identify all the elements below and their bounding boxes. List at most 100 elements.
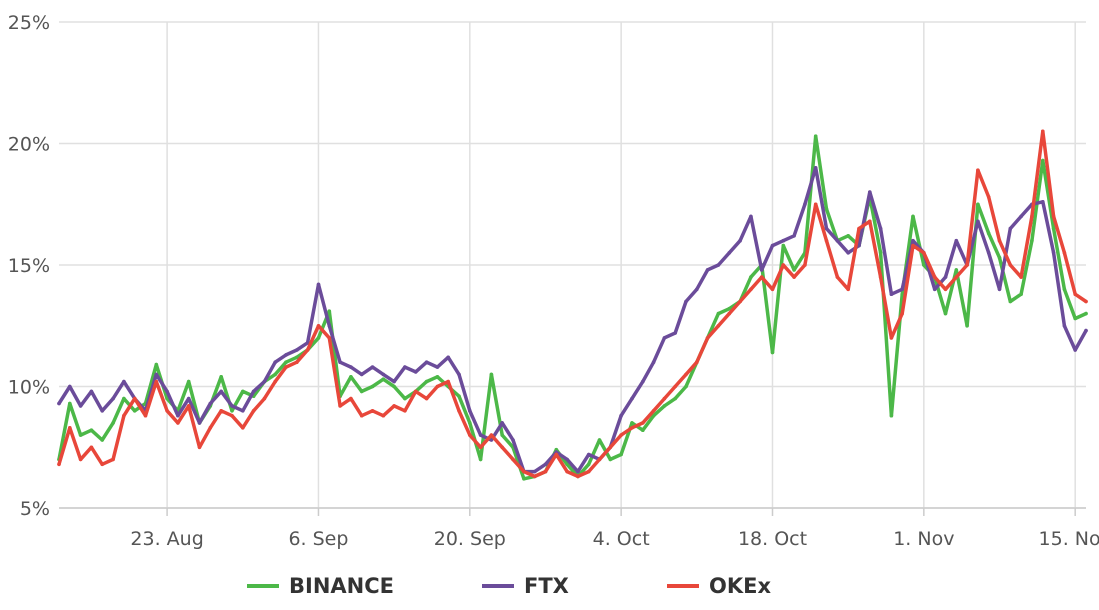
data-point: [1062, 251, 1067, 255]
data-point: [241, 389, 245, 394]
data-point: [68, 401, 72, 406]
legend-item-binance[interactable]: BINANCE: [247, 574, 394, 598]
data-point: [349, 375, 353, 379]
data-point: [857, 226, 861, 231]
legend-label: FTX: [524, 574, 569, 598]
data-point: [878, 251, 883, 255]
data-point: [316, 336, 321, 340]
data-point: [954, 275, 959, 279]
data-point: [619, 433, 623, 437]
legend[interactable]: BINANCE FTX OKEx: [247, 574, 771, 598]
data-point: [359, 389, 364, 394]
data-point: [532, 474, 537, 479]
legend-label: BINANCE: [289, 574, 394, 598]
data-point: [359, 372, 364, 377]
data-point: [792, 275, 796, 279]
data-point: [576, 474, 580, 479]
data-point: [57, 462, 61, 467]
data-point: [543, 462, 548, 467]
legend-item-okex[interactable]: OKEx: [667, 574, 771, 598]
data-point: [468, 421, 472, 425]
data-point: [1051, 214, 1056, 219]
data-point: [878, 226, 883, 231]
data-point: [543, 469, 548, 474]
data-point: [868, 190, 872, 194]
data-point: [262, 379, 267, 384]
data-point: [435, 365, 440, 369]
data-point: [413, 389, 418, 394]
data-point: [1041, 158, 1045, 163]
data-point: [522, 477, 526, 481]
y-tick-label: 25%: [8, 12, 50, 34]
data-point: [176, 421, 180, 425]
data-point: [295, 360, 299, 365]
data-point: [251, 389, 256, 394]
data-point: [976, 202, 980, 207]
x-tick-label: 18. Oct: [738, 528, 807, 550]
data-point: [111, 457, 115, 462]
data-point: [705, 336, 710, 340]
legend-item-ftx[interactable]: FTX: [482, 574, 569, 598]
data-point: [986, 251, 991, 255]
data-point: [338, 404, 342, 408]
data-point: [943, 287, 948, 292]
data-point: [716, 324, 721, 328]
data-point: [219, 409, 223, 413]
data-point: [316, 282, 321, 287]
data-point: [900, 292, 904, 297]
data-point: [1030, 214, 1034, 219]
data-point: [500, 433, 505, 437]
data-point: [143, 413, 148, 418]
data-point: [1084, 311, 1088, 316]
data-point: [792, 234, 796, 238]
data-point: [749, 287, 753, 292]
x-tick-label: 20. Sep: [434, 528, 506, 550]
data-point: [586, 469, 591, 474]
data-point: [954, 268, 959, 272]
data-point: [457, 372, 461, 377]
data-point: [446, 379, 451, 384]
data-point: [197, 445, 202, 450]
data-point: [295, 348, 299, 352]
data-point: [803, 263, 807, 267]
legend-label: OKEx: [709, 574, 771, 598]
data-point: [468, 433, 472, 437]
data-point: [273, 360, 278, 365]
data-point: [576, 469, 580, 474]
data-point: [684, 384, 688, 389]
data-point: [608, 445, 613, 450]
data-point: [630, 426, 634, 430]
data-point: [684, 372, 688, 377]
data-point: [208, 426, 213, 430]
data-point: [695, 360, 699, 365]
data-point: [111, 421, 115, 425]
data-point: [424, 379, 429, 384]
data-point: [1084, 299, 1088, 304]
data-point: [262, 396, 267, 401]
data-point: [370, 365, 375, 369]
data-point: [630, 396, 634, 401]
data-point: [716, 263, 721, 267]
data-point: [219, 375, 223, 379]
data-point: [457, 394, 461, 399]
data-point: [273, 372, 278, 377]
data-point: [68, 384, 72, 389]
data-point: [597, 457, 602, 462]
data-point: [922, 263, 926, 267]
data-point: [381, 413, 386, 418]
data-point: [1008, 299, 1013, 304]
data-point: [781, 243, 786, 248]
data-point: [824, 207, 829, 211]
data-point: [770, 287, 775, 292]
series-okex: [57, 129, 1088, 479]
data-point: [781, 263, 786, 267]
data-point: [1062, 287, 1067, 292]
data-point: [727, 251, 732, 255]
data-point: [997, 287, 1002, 292]
data-point: [403, 396, 407, 401]
data-point: [770, 350, 775, 355]
data-point: [835, 238, 840, 243]
data-point: [770, 243, 775, 248]
data-point: [478, 433, 483, 437]
